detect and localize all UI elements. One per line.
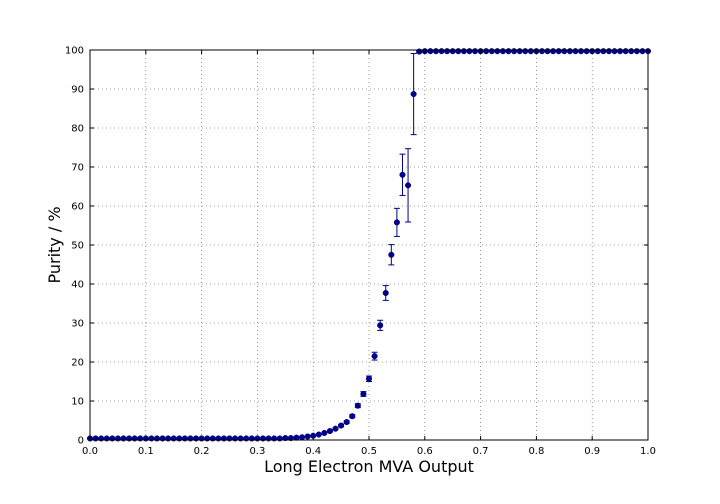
data-point	[466, 48, 473, 55]
data-point	[561, 48, 568, 55]
data-point	[427, 48, 434, 55]
data-point	[600, 48, 607, 55]
data-point	[594, 48, 601, 55]
x-axis-title: Long Electron MVA Output	[264, 457, 474, 476]
grid-lines	[90, 50, 648, 440]
y-tick-label: 50	[71, 241, 84, 252]
data-point	[460, 48, 467, 55]
data-point	[471, 48, 479, 55]
data-point	[449, 48, 456, 55]
data-point	[304, 433, 311, 440]
data-point	[611, 48, 618, 55]
data-point	[354, 402, 361, 409]
data-point	[494, 48, 501, 55]
data-point	[527, 48, 534, 55]
data-point	[511, 48, 518, 55]
data-point	[544, 48, 551, 55]
data-point	[326, 427, 333, 435]
data-point	[438, 48, 445, 55]
data-point	[617, 48, 624, 55]
data-point	[499, 48, 506, 55]
y-tick-label: 40	[71, 280, 84, 291]
data-point	[399, 171, 406, 178]
data-point	[388, 251, 395, 258]
y-tick-label: 30	[71, 319, 84, 330]
data-point	[566, 48, 573, 55]
x-tick-label: 0.7	[473, 446, 489, 457]
data-point	[583, 48, 590, 55]
data-point	[360, 390, 367, 398]
data-point	[505, 48, 512, 55]
data-point	[377, 322, 384, 329]
data-point	[522, 48, 529, 55]
data-point	[371, 353, 378, 360]
y-tick-label: 90	[71, 85, 84, 96]
data-point	[444, 48, 451, 55]
y-tick-label: 0	[78, 436, 84, 447]
x-tick-label: 0.2	[194, 446, 210, 457]
data-point	[550, 48, 557, 55]
x-tick-label: 0.4	[305, 446, 321, 457]
error-bars	[326, 49, 423, 433]
data-point	[338, 422, 345, 429]
data-point	[382, 289, 389, 297]
x-tick-label: 0.0	[82, 446, 98, 457]
x-tick-label: 0.5	[361, 446, 377, 457]
x-tick-label: 0.3	[249, 446, 265, 457]
y-tick-label: 70	[71, 163, 84, 174]
data-point	[365, 375, 373, 382]
data-point	[605, 48, 612, 55]
data-point	[349, 413, 356, 420]
x-tick-label: 0.6	[417, 446, 433, 457]
data-point	[516, 48, 523, 55]
y-tick-label: 100	[65, 46, 84, 57]
data-point	[410, 91, 417, 98]
x-tick-label: 1.0	[640, 446, 656, 457]
data-point	[393, 219, 400, 226]
data-point	[633, 48, 640, 55]
data-point	[488, 48, 495, 55]
data-point	[483, 48, 490, 55]
data-point	[332, 425, 339, 432]
y-tick-label: 10	[71, 397, 84, 408]
data-point	[639, 48, 646, 55]
data-point	[343, 419, 350, 426]
data-point	[432, 48, 440, 55]
data-point	[572, 48, 579, 55]
data-point	[577, 48, 585, 55]
data-point	[538, 48, 546, 55]
axis-ticks	[89, 49, 649, 441]
y-axis-title: Purity / %	[45, 206, 64, 283]
data-point	[298, 434, 306, 441]
x-tick-label: 0.8	[528, 446, 544, 457]
x-tick-label: 0.9	[584, 446, 600, 457]
x-tick-labels: 0.0 0.1 0.2 0.3 0.4 0.5 0.6 0.7 0.8 0.9 1.0	[82, 446, 656, 457]
data-point	[628, 48, 635, 55]
y-tick-label: 60	[71, 202, 84, 213]
data-point	[455, 48, 462, 55]
data-point	[315, 431, 322, 438]
y-tick-label: 80	[71, 124, 84, 135]
y-tick-label: 20	[71, 358, 84, 369]
data-point	[555, 48, 562, 55]
data-point	[321, 429, 328, 437]
data-point	[622, 48, 629, 55]
y-tick-labels: 0 10 20 30 40 50 60 70 80 90 100	[65, 46, 84, 447]
data-point	[405, 182, 412, 189]
x-tick-label: 0.1	[138, 446, 154, 457]
